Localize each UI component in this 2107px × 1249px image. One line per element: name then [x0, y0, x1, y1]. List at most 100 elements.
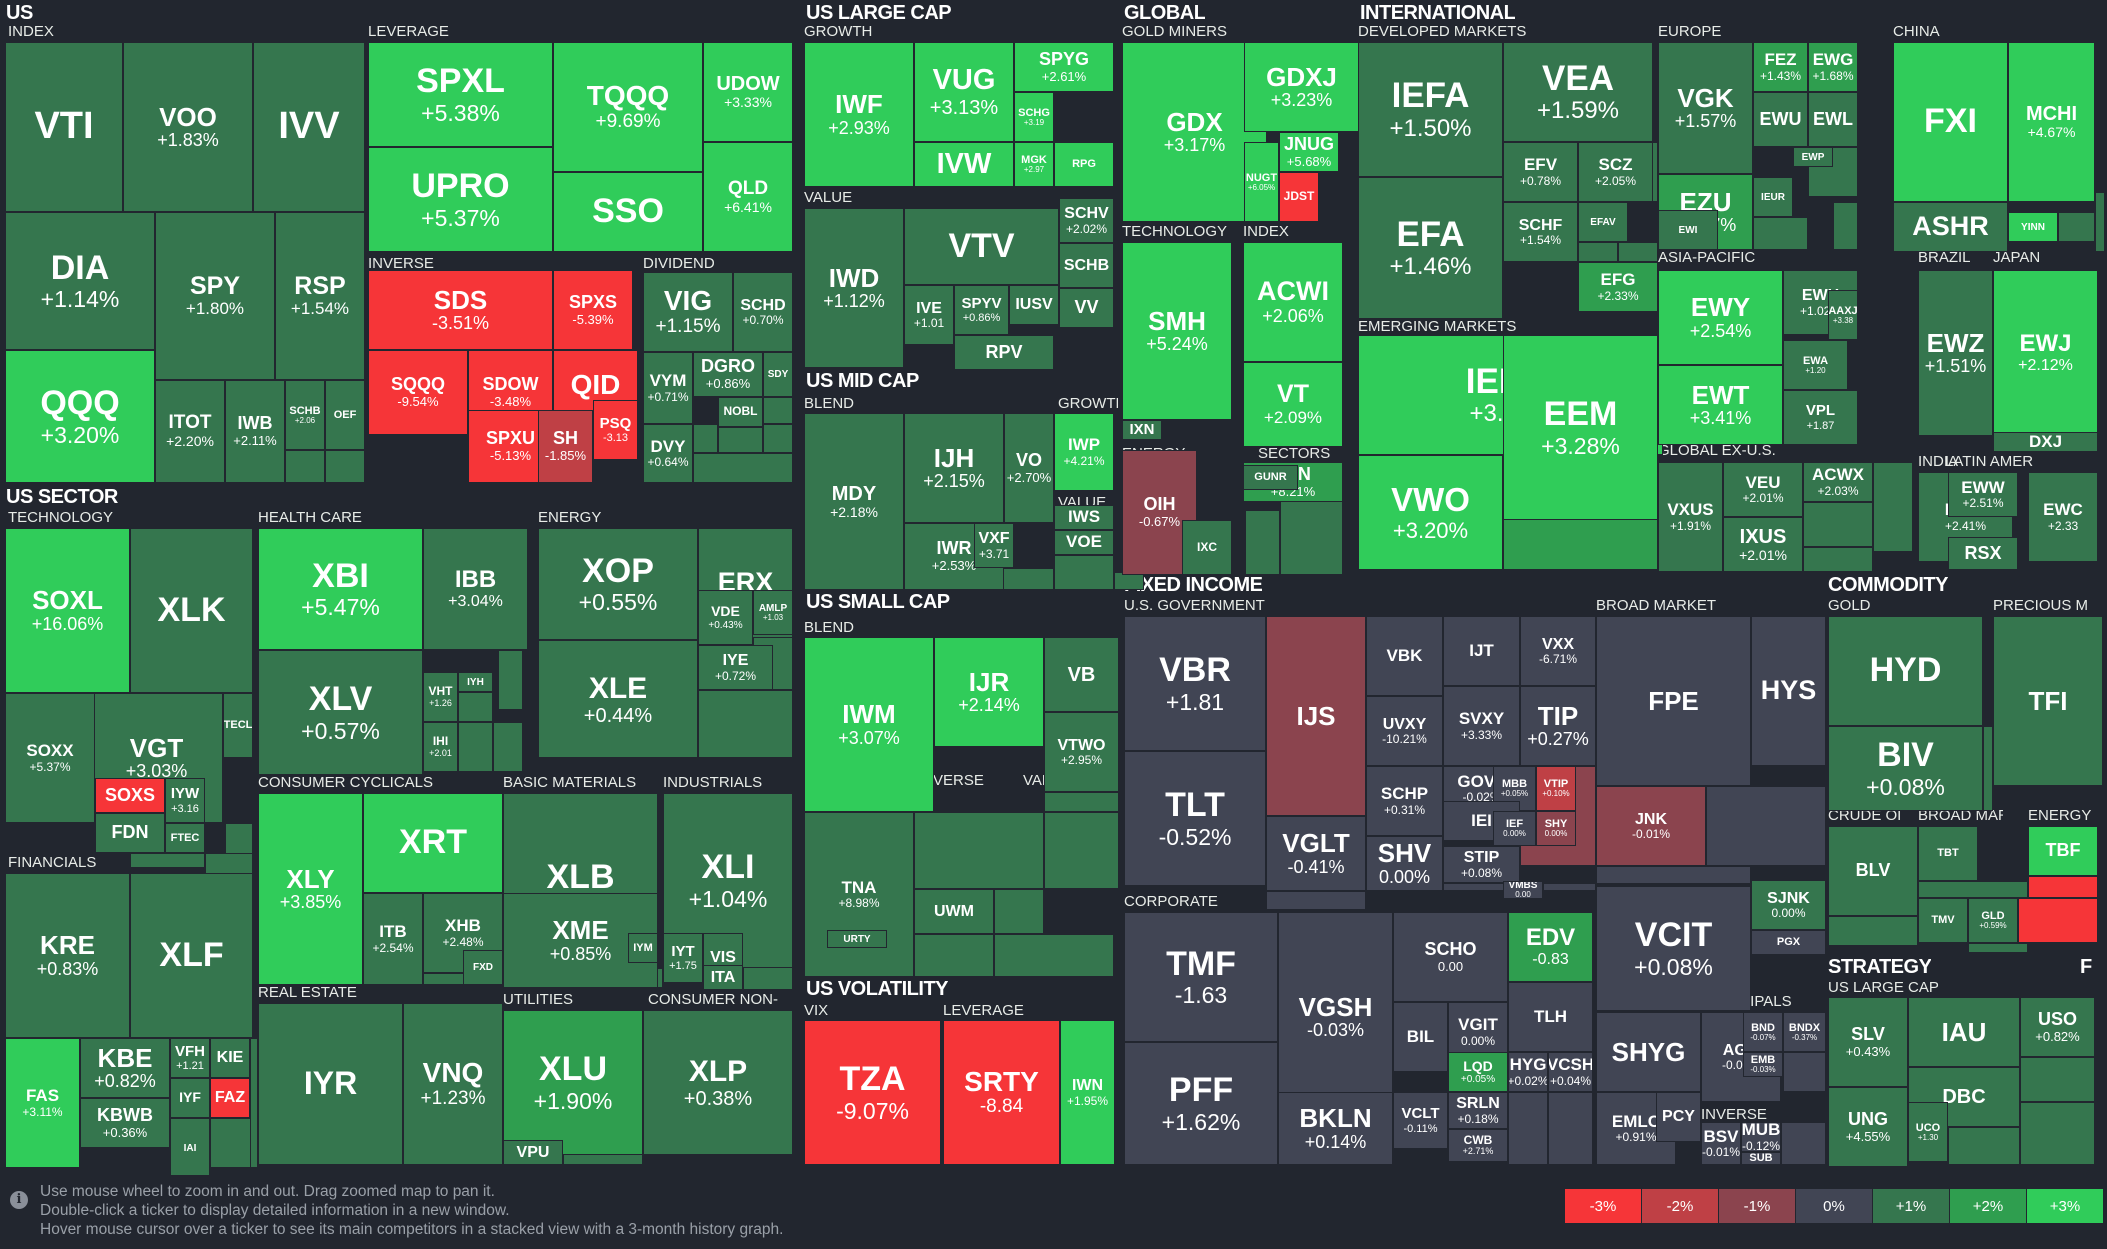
- ticker-tile-ive[interactable]: IVE +1.01: [904, 285, 954, 345]
- ticker-tile-vtv[interactable]: VTV: [904, 208, 1059, 285]
- ticker-tile-bsv[interactable]: BSV -0.01%: [1701, 1122, 1741, 1165]
- ticker-tile-vt[interactable]: VT +2.09%: [1243, 362, 1343, 447]
- minor-ticker-tile[interactable]: [1054, 555, 1114, 590]
- ticker-tile-ashr[interactable]: ASHR: [1893, 202, 2008, 252]
- ticker-tile-ewc[interactable]: EWC +2.33: [2028, 472, 2098, 562]
- ticker-tile-dgro[interactable]: DGRO +0.86%: [693, 352, 763, 397]
- ticker-tile-shyg[interactable]: SHYG: [1596, 1012, 1701, 1092]
- minor-ticker-tile[interactable]: [210, 1118, 253, 1168]
- minor-ticker-tile[interactable]: [1280, 500, 1343, 575]
- ticker-tile-iye[interactable]: IYE +0.72%: [698, 645, 773, 690]
- ticker-tile-sub[interactable]: SUB: [1741, 1152, 1781, 1165]
- ticker-tile-sqqq[interactable]: SQQQ -9.54%: [368, 350, 468, 435]
- ticker-tile-voe[interactable]: VOE: [1054, 530, 1114, 555]
- ticker-tile-soxs[interactable]: SOXS: [95, 778, 165, 813]
- ticker-tile-scho[interactable]: SCHO 0.00: [1393, 912, 1508, 1002]
- minor-ticker-tile[interactable]: [458, 692, 493, 722]
- ticker-tile-sh[interactable]: SH -1.85%: [538, 410, 593, 483]
- ticker-tile-svxy[interactable]: SVXY +3.33%: [1443, 686, 1520, 766]
- ticker-tile-tbt[interactable]: TBT: [1918, 826, 1978, 881]
- ticker-tile-itb[interactable]: ITB +2.54%: [363, 893, 423, 985]
- ticker-tile-gdx[interactable]: GDX +3.17%: [1122, 42, 1267, 222]
- minor-ticker-tile[interactable]: [250, 1038, 258, 1168]
- ticker-tile-schb[interactable]: SCHB: [1059, 243, 1114, 288]
- minor-ticker-tile[interactable]: [698, 690, 793, 758]
- ticker-tile-ijr[interactable]: IJR +2.14%: [934, 637, 1044, 747]
- ticker-tile-ewj[interactable]: EWJ +2.12%: [1993, 270, 2098, 436]
- ticker-tile-srty[interactable]: SRTY -8.84: [943, 1020, 1060, 1165]
- ticker-tile-efv[interactable]: EFV +0.78%: [1503, 142, 1578, 202]
- minor-ticker-tile[interactable]: [1044, 792, 1119, 812]
- ticker-tile-stip[interactable]: STIP +0.08%: [1443, 846, 1520, 883]
- minor-ticker-tile[interactable]: [693, 453, 793, 483]
- ticker-tile-xle[interactable]: XLE +0.44%: [538, 640, 698, 758]
- ticker-tile-ita[interactable]: ITA: [703, 965, 743, 990]
- minor-ticker-tile[interactable]: [2020, 1057, 2095, 1102]
- ticker-tile-vbr[interactable]: VBR +1.81: [1124, 616, 1266, 751]
- minor-ticker-tile[interactable]: [1803, 502, 1873, 547]
- ticker-tile-upro[interactable]: UPRO +5.37%: [368, 147, 553, 252]
- minor-ticker-tile[interactable]: [1266, 891, 1366, 910]
- ticker-tile-ftec[interactable]: FTEC: [165, 823, 205, 853]
- ticker-tile-amlp[interactable]: AMLP +1.03: [753, 590, 793, 635]
- minor-ticker-tile[interactable]: [1783, 1052, 1826, 1092]
- ticker-tile-scz[interactable]: SCZ +2.05%: [1578, 142, 1653, 202]
- ticker-tile-ewl[interactable]: EWL: [1808, 92, 1858, 147]
- minor-ticker-tile[interactable]: [1596, 866, 1751, 884]
- ticker-tile-pcy[interactable]: PCY: [1656, 1092, 1701, 1142]
- ticker-tile-fxi[interactable]: FXI: [1893, 42, 2008, 202]
- minor-ticker-tile[interactable]: [2018, 898, 2098, 943]
- ticker-tile-vfh[interactable]: VFH +1.21: [170, 1038, 210, 1078]
- ticker-tile-tfi[interactable]: TFI: [1993, 616, 2103, 786]
- ticker-tile-iefa[interactable]: IEFA +1.50%: [1358, 42, 1503, 177]
- minor-ticker-tile[interactable]: [1578, 242, 1618, 262]
- minor-ticker-tile[interactable]: [498, 650, 523, 710]
- ticker-tile-fpe[interactable]: FPE: [1596, 616, 1751, 786]
- ticker-tile-kie[interactable]: KIE: [210, 1038, 250, 1078]
- ticker-tile-vxx[interactable]: VXX -6.71%: [1520, 616, 1596, 686]
- ticker-tile-xly[interactable]: XLY +3.85%: [258, 793, 363, 985]
- ticker-tile-vwo[interactable]: VWO +3.20%: [1358, 455, 1503, 570]
- ticker-tile-vde[interactable]: VDE +0.43%: [698, 590, 753, 645]
- ticker-tile-faz[interactable]: FAZ: [210, 1078, 250, 1118]
- ticker-tile-ewi[interactable]: EWI: [1658, 210, 1718, 250]
- minor-ticker-tile[interactable]: [325, 450, 365, 483]
- ticker-tile-jdst[interactable]: JDST: [1279, 172, 1319, 222]
- ticker-tile-sds[interactable]: SDS -3.51%: [368, 270, 553, 350]
- ticker-tile-fxd[interactable]: FXD: [463, 950, 503, 985]
- ticker-tile-lqd[interactable]: LQD +0.05%: [1448, 1052, 1508, 1092]
- ticker-tile-dia[interactable]: DIA +1.14%: [5, 212, 155, 350]
- ticker-tile-srln[interactable]: SRLN +0.18%: [1448, 1092, 1508, 1129]
- minor-ticker-tile[interactable]: [285, 450, 325, 483]
- ticker-tile-sjnk[interactable]: SJNK 0.00%: [1751, 880, 1826, 930]
- ticker-tile-biv[interactable]: BIV +0.08%: [1828, 726, 1983, 811]
- ticker-tile-vgk[interactable]: VGK +1.57%: [1658, 42, 1753, 174]
- ticker-tile-bkln[interactable]: BKLN +0.14%: [1278, 1092, 1393, 1165]
- ticker-tile-vclt[interactable]: VCLT -0.11%: [1393, 1092, 1448, 1149]
- ticker-tile-udow[interactable]: UDOW +3.33%: [703, 42, 793, 142]
- ticker-tile-qqq[interactable]: QQQ +3.20%: [5, 350, 155, 483]
- ticker-tile-vig[interactable]: VIG +1.15%: [643, 272, 733, 352]
- ticker-tile-ief[interactable]: IEF 0.00%: [1493, 811, 1536, 846]
- minor-ticker-tile[interactable]: [1618, 242, 1658, 262]
- ticker-tile-schp[interactable]: SCHP +0.31%: [1366, 766, 1443, 836]
- ticker-tile-acwx[interactable]: ACWX +2.03%: [1803, 462, 1873, 502]
- ticker-tile-iyh[interactable]: IYH: [458, 672, 493, 692]
- ticker-tile-efa[interactable]: EFA +1.46%: [1358, 177, 1503, 319]
- ticker-tile-iusv[interactable]: IUSV: [1009, 285, 1059, 325]
- ticker-tile-mdy[interactable]: MDY +2.18%: [804, 413, 904, 590]
- ticker-tile-tna[interactable]: TNA +8.98%: [804, 812, 914, 977]
- ticker-tile-psq[interactable]: PSQ -3.13: [593, 400, 638, 460]
- minor-ticker-tile[interactable]: [2020, 1102, 2095, 1165]
- ticker-tile-ung[interactable]: UNG +4.55%: [1828, 1087, 1908, 1167]
- ticker-tile-tip[interactable]: TIP +0.27%: [1520, 686, 1596, 766]
- ticker-tile-rsp[interactable]: RSP +1.54%: [275, 212, 365, 380]
- ticker-tile-jnug[interactable]: JNUG +5.68%: [1279, 132, 1339, 172]
- ticker-tile-iwm[interactable]: IWM +3.07%: [804, 637, 934, 812]
- ticker-tile-cwb[interactable]: CWB +2.71%: [1448, 1129, 1508, 1162]
- ticker-tile-pgx[interactable]: PGX: [1751, 930, 1826, 955]
- ticker-tile-xlu[interactable]: XLU +1.90%: [503, 1010, 643, 1155]
- ticker-tile-vv[interactable]: VV: [1059, 288, 1114, 328]
- ticker-tile-ijh[interactable]: IJH +2.15%: [904, 413, 1004, 523]
- minor-ticker-tile[interactable]: [1044, 812, 1119, 889]
